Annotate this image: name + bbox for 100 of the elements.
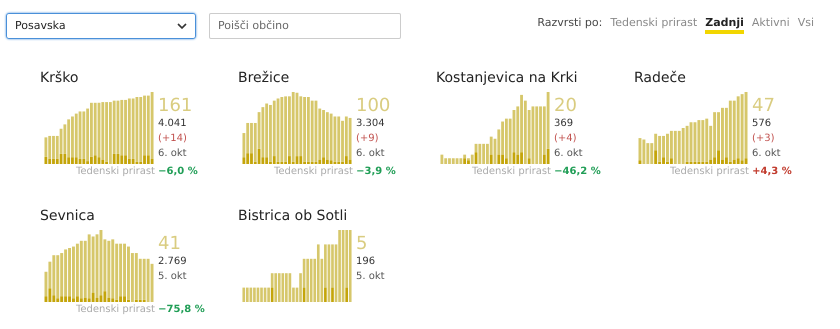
bar [274,273,278,302]
bar [693,122,696,162]
bar [71,158,74,164]
bar [256,288,260,302]
text: Tedenski prirast [610,16,698,29]
bar [68,296,72,302]
bar [302,288,306,302]
bar [99,230,102,296]
bar [314,100,318,162]
bar [142,258,146,300]
text: 161 [158,95,192,116]
text: 41 [158,233,182,254]
bar [88,234,91,298]
bar [463,158,466,164]
bar [64,296,68,302]
bar [270,288,274,302]
bar [86,161,90,164]
bar [467,160,470,164]
bar [322,110,325,158]
bar [52,136,55,159]
text: +4,3 % [752,166,792,177]
bar [124,155,127,164]
chart-title: Sevnica [40,208,95,224]
bar [146,258,150,302]
bar [728,100,732,162]
bar [60,296,64,302]
bar [539,106,542,164]
bar [44,156,48,164]
text: Vsi [798,16,814,29]
bar [72,298,75,302]
chart-title: Brežice [238,70,290,86]
text: 6. okt [752,147,781,161]
bar [267,288,270,302]
bar [92,292,95,302]
chart-title: Bistrica ob Sotli [238,208,348,224]
bar [662,136,666,158]
chart-title: Radeče [634,70,686,86]
bar [128,158,131,164]
bar [71,116,74,158]
text: −3,9 % [356,166,396,177]
bar [288,273,292,302]
bar [123,296,126,302]
bar [253,288,256,302]
bar [288,156,291,164]
text: −6,0 % [158,166,198,177]
bar [64,249,68,296]
bar [303,97,306,162]
bar [646,143,650,164]
bar [324,288,327,302]
text: (+9) [356,132,380,146]
bar [60,154,62,164]
bar [452,158,455,164]
text: 6. okt [158,147,188,161]
bar [504,158,508,164]
bar [532,106,534,164]
bar [720,108,724,160]
bar [642,140,646,164]
bar [115,244,118,300]
bar [330,160,333,164]
bar [276,98,280,162]
bar [258,148,260,164]
text: (+3) [752,132,776,146]
bar [658,136,662,162]
text: 5. okt [356,270,385,284]
bar [724,158,728,164]
bar [654,150,658,164]
bar [328,244,330,302]
bar [119,296,122,302]
text: 4.041 [158,117,188,131]
bar [105,102,108,162]
text: 196 [356,255,376,269]
bar [501,122,504,155]
bar [717,150,720,164]
bar [150,158,154,164]
text: 369 [554,117,574,131]
bar [440,154,444,164]
bar [250,153,253,164]
bar [80,298,83,302]
bar [108,102,112,164]
bar [261,107,264,158]
bar [80,240,83,298]
bar [116,100,120,154]
bar [528,158,531,164]
bar [713,112,716,158]
bar [123,244,126,296]
bar [67,119,70,158]
bar [701,120,704,162]
bar [44,137,48,157]
bar [67,158,70,164]
bar [82,158,86,164]
bar [306,258,309,302]
bar [546,148,550,164]
text: Aktivni [752,16,790,29]
bar [265,104,268,158]
bar [82,111,86,159]
bar [709,160,712,164]
bar [338,230,341,302]
bar [330,114,333,160]
bar [740,94,744,160]
text: −46,2 % [554,166,601,177]
